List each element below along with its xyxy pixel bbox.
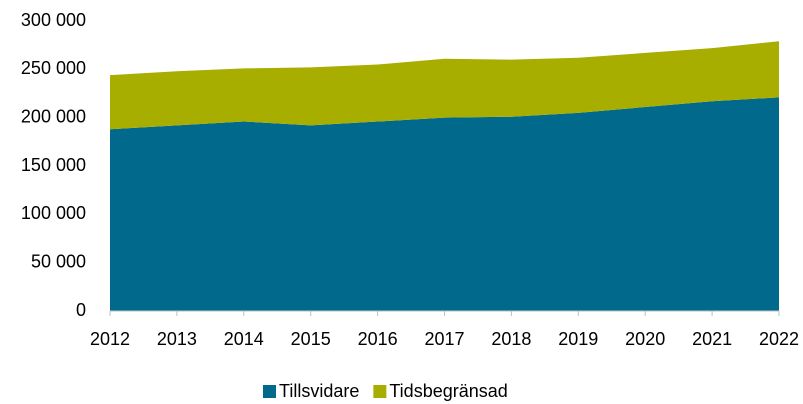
x-tick-label: 2012 (90, 329, 130, 349)
x-tick-label: 2014 (224, 329, 264, 349)
y-tick-label: 0 (76, 300, 86, 320)
legend-label: Tidsbegränsad (389, 381, 507, 401)
area (110, 97, 779, 311)
x-tick-label: 2018 (491, 329, 531, 349)
y-tick-label: 250 000 (21, 58, 86, 78)
y-tick-label: 200 000 (21, 106, 86, 126)
y-tick-label: 100 000 (21, 203, 86, 223)
x-tick-label: 2013 (157, 329, 197, 349)
area (110, 41, 779, 130)
x-tick-label: 2020 (625, 329, 665, 349)
x-tick-label: 2022 (759, 329, 799, 349)
x-tick-label: 2015 (291, 329, 331, 349)
y-tick-label: 300 000 (21, 10, 86, 30)
legend-label: Tillsvidare (279, 381, 359, 401)
y-tick-label: 150 000 (21, 155, 86, 175)
legend-swatch (373, 385, 387, 398)
x-tick-label: 2021 (692, 329, 732, 349)
y-tick-label: 50 000 (31, 251, 86, 271)
x-tick-label: 2019 (558, 329, 598, 349)
x-tick-label: 2017 (424, 329, 464, 349)
legend-swatch (263, 385, 276, 398)
x-tick-label: 2016 (358, 329, 398, 349)
